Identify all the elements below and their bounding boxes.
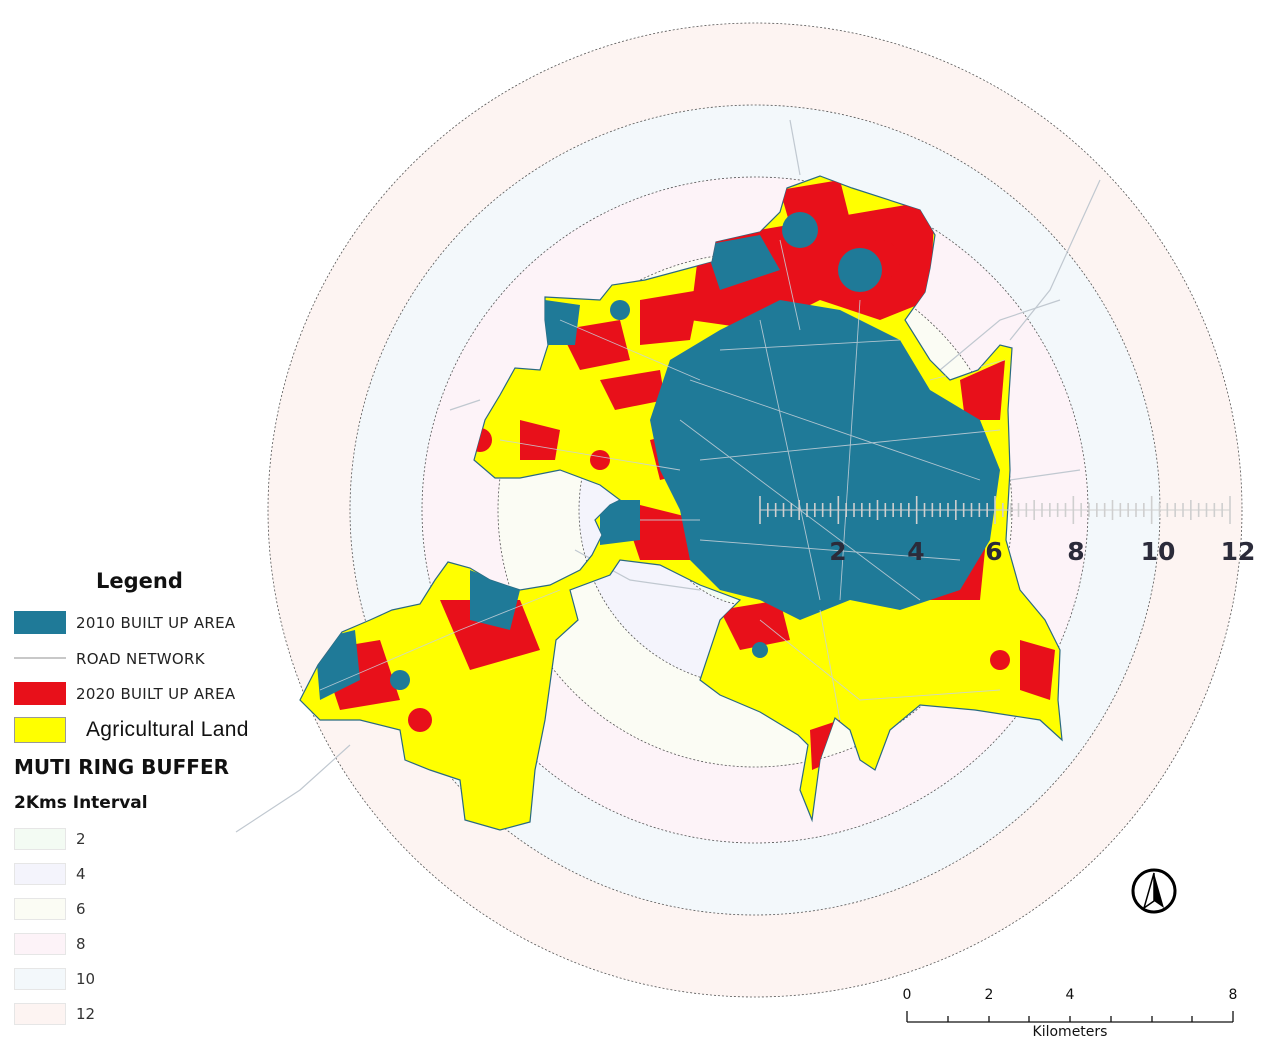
ring-distance-axis xyxy=(759,496,1231,524)
ring-label-4: 4 xyxy=(907,537,924,566)
scale-label-2: 2 xyxy=(985,987,994,1003)
legend-ring-12: 12 xyxy=(14,1003,95,1025)
scale-bar: 0 2 4 8 Kilometers xyxy=(903,987,1238,1039)
legend-item-2010-built-up: 2010 BUILT UP AREA xyxy=(14,611,235,634)
swatch-road-network xyxy=(14,647,66,670)
legend-ring-2: 2 xyxy=(14,828,86,850)
legend-item-road-network: ROAD NETWORK xyxy=(14,647,205,670)
ring-label: 10 xyxy=(76,970,96,988)
scale-label-8: 8 xyxy=(1229,987,1238,1003)
north-arrow-icon xyxy=(1131,868,1177,914)
swatch-2010-built-up xyxy=(14,611,66,634)
scale-label-0: 0 xyxy=(903,987,912,1003)
legend-ring-10: 10 xyxy=(14,968,95,990)
ring-label-8: 8 xyxy=(1067,537,1084,566)
scale-label-4: 4 xyxy=(1066,987,1075,1003)
buffer-title: MUTI RING BUFFER xyxy=(14,755,230,779)
legend-item-2020-built-up: 2020 BUILT UP AREA xyxy=(14,682,235,705)
legend-item-agricultural-land: Agricultural Land xyxy=(14,717,249,743)
ring-label-2: 2 xyxy=(829,537,846,566)
ring-label: 4 xyxy=(76,865,86,883)
ring-label: 6 xyxy=(76,900,86,918)
legend-label: Agricultural Land xyxy=(86,718,249,741)
ring-label-6: 6 xyxy=(985,537,1002,566)
swatch-agricultural-land xyxy=(14,717,66,743)
legend-label: ROAD NETWORK xyxy=(76,649,205,668)
ring-swatch xyxy=(14,863,66,885)
ring-swatch xyxy=(14,968,66,990)
legend-label: 2010 BUILT UP AREA xyxy=(76,613,236,632)
ring-label: 8 xyxy=(76,935,86,953)
scale-unit: Kilometers xyxy=(1033,1024,1108,1039)
legend-label: 2020 BUILT UP AREA xyxy=(76,684,236,703)
road-network xyxy=(319,239,1006,721)
legend-ring-6: 6 xyxy=(14,898,86,920)
buffer-subtitle: 2Kms Interval xyxy=(14,793,148,813)
ring-swatch xyxy=(14,933,66,955)
swatch-2020-built-up xyxy=(14,682,66,705)
ring-label-10: 10 xyxy=(1141,537,1176,566)
outer-roads xyxy=(235,119,1101,833)
ring-distance-labels: 2 4 6 8 10 12 xyxy=(829,537,1255,566)
ring-swatch xyxy=(14,898,66,920)
ring-label: 12 xyxy=(76,1005,96,1023)
legend-title: Legend xyxy=(96,569,183,593)
ring-label: 2 xyxy=(76,830,86,848)
ring-swatch xyxy=(14,1003,66,1025)
ring-label-12: 12 xyxy=(1221,537,1256,566)
ring-swatch xyxy=(14,828,66,850)
legend-ring-8: 8 xyxy=(14,933,86,955)
legend-ring-4: 4 xyxy=(14,863,86,885)
